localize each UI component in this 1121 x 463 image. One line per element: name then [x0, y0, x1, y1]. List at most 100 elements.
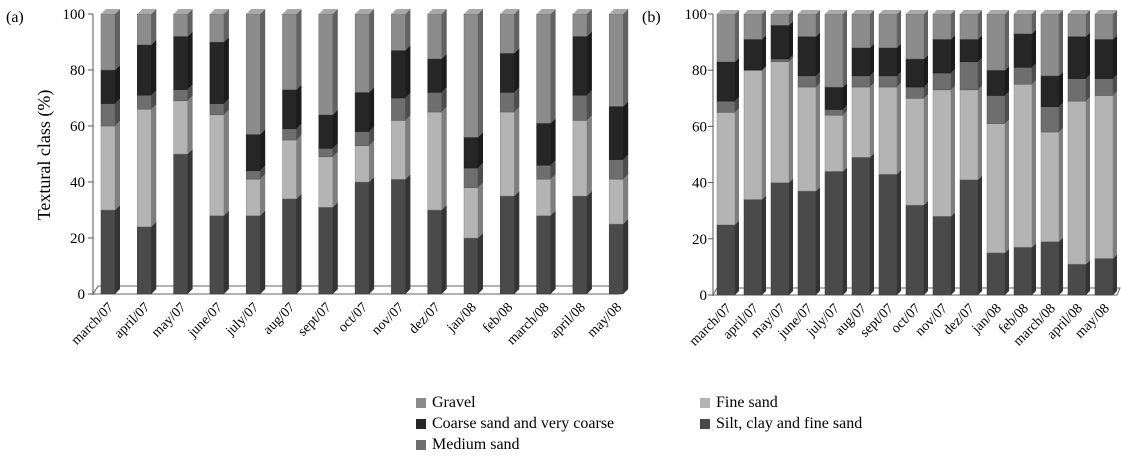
bar-stack	[770, 10, 793, 296]
bar-top-cap	[173, 9, 193, 14]
x-tick-label: april/07	[112, 300, 153, 341]
bar-segment-fine-sand-side	[1032, 80, 1036, 248]
bar-segment-medium-sand-side	[514, 87, 520, 112]
x-tick-label: aug/07	[261, 300, 299, 338]
bar-segment-fine-sand	[1040, 131, 1060, 242]
bar-top-cap	[137, 9, 157, 14]
legend-label: Fine sand	[716, 394, 778, 411]
legend-swatch-fine-sand	[700, 397, 710, 408]
bar-stack	[500, 9, 520, 295]
bar-segment-silt-clay-and-fine-sand-side	[441, 205, 447, 294]
bar-segment-coarse-sand-and-very-coarse	[245, 134, 261, 172]
bar-segment-medium-sand	[1013, 67, 1033, 85]
bar-segment-silt-clay-and-fine-sand	[500, 195, 515, 295]
bar-segment-coarse-sand-and-very-coarse-side	[897, 43, 901, 76]
bar-segment-silt-clay-and-fine-sand	[797, 190, 817, 296]
bar-segment-silt-clay-and-fine-sand-side	[951, 212, 955, 295]
bar-top-cap	[798, 10, 820, 14]
chart-floor	[712, 287, 1121, 296]
bar-segment-silt-clay-and-fine-sand	[391, 178, 406, 295]
bar-segment-fine-sand-side	[369, 140, 375, 182]
bar-segment-gravel-side	[332, 9, 338, 115]
bar-segment-medium-sand	[905, 86, 925, 99]
bar-segment-gravel-side	[405, 9, 411, 51]
bar-segment-gravel-side	[369, 9, 375, 93]
bar-segment-coarse-sand-and-very-coarse	[878, 47, 898, 77]
bar-top-cap	[246, 9, 266, 14]
bar-segment-fine-sand	[959, 89, 979, 181]
x-tick-label: sept/07	[295, 300, 334, 339]
bar-segment-coarse-sand-and-very-coarse	[1067, 36, 1087, 79]
bar-segment-coarse-sand-and-very-coarse-side	[762, 35, 766, 71]
panel-a: (a) Textural class (%) 0 20 40 60 80 100 march…	[6, 7, 629, 348]
bar-stack	[1040, 10, 1063, 296]
bar-segment-coarse-sand-and-very-coarse	[536, 122, 551, 166]
bar-segment-medium-sand-side	[187, 84, 193, 101]
bar-segment-fine-sand-side	[223, 109, 229, 216]
bar-segment-coarse-sand-and-very-coarse-side	[405, 45, 411, 98]
bar-segment-medium-sand	[137, 94, 152, 110]
bar-segment-fine-sand	[318, 156, 334, 208]
bar-segment-medium-sand-side	[951, 69, 955, 90]
bar-stack	[716, 10, 739, 296]
bar-segment-coarse-sand-and-very-coarse	[770, 24, 790, 60]
bar-top-cap	[101, 9, 120, 14]
bar-segment-coarse-sand-and-very-coarse	[282, 89, 297, 130]
bar-segment-medium-sand	[209, 103, 225, 116]
bar-segment-silt-clay-and-fine-sand	[986, 252, 1006, 296]
bar-segment-silt-clay-and-fine-sand	[245, 215, 261, 295]
bar-top-cap	[1068, 10, 1090, 14]
bar-stack	[797, 10, 820, 296]
bar-segment-medium-sand	[716, 100, 736, 113]
bar-segment-coarse-sand-and-very-coarse-side	[514, 48, 520, 93]
x-tick-label: dez/07	[941, 301, 978, 338]
y-tick-label: 40	[70, 175, 85, 191]
bar-segment-coarse-sand-and-very-coarse	[1013, 33, 1033, 68]
panel-b: (b) 020406080100march/07april/07may/07ju…	[642, 7, 1121, 349]
bar-segment-fine-sand	[986, 123, 1006, 254]
bar-segment-fine-sand	[572, 120, 588, 197]
bar-stack	[137, 9, 157, 295]
bar-segment-gravel-side	[223, 9, 229, 42]
bar-segment-gravel-side	[924, 10, 928, 59]
legend-swatch-coarse-sand	[416, 418, 426, 429]
bar-segment-fine-sand	[743, 69, 763, 200]
bar-segment-coarse-sand-and-very-coarse	[932, 39, 952, 74]
y-tick-label: 100	[685, 7, 708, 23]
bar-segment-medium-sand	[824, 109, 844, 116]
bar-segment-silt-clay-and-fine-sand	[1040, 241, 1060, 296]
bar-top-cap	[771, 10, 793, 14]
y-tick-label: 20	[70, 231, 85, 247]
bar-segment-gravel-side	[816, 10, 820, 37]
bar-segment-coarse-sand-and-very-coarse	[851, 47, 871, 77]
bar-segment-fine-sand	[282, 139, 297, 200]
bar-segment-fine-sand-side	[623, 174, 629, 224]
bar-segment-gravel-side	[897, 10, 901, 48]
bar-segment-coarse-sand-and-very-coarse	[354, 92, 370, 132]
bar-segment-silt-clay-and-fine-sand-side	[1086, 260, 1090, 295]
bar-top-cap	[987, 10, 1009, 14]
bar-segment-coarse-sand-and-very-coarse	[1094, 39, 1114, 79]
bar-segment-gravel-side	[187, 9, 193, 37]
bar-segment-medium-sand	[851, 75, 871, 88]
bar-segment-coarse-sand-and-very-coarse-side	[478, 132, 483, 168]
bar-segment-medium-sand	[463, 167, 479, 188]
bar-segment-silt-clay-and-fine-sand-side	[843, 167, 847, 295]
bar-segment-silt-clay-and-fine-sand	[743, 199, 763, 296]
bar-segment-silt-clay-and-fine-sand-side	[1059, 237, 1063, 295]
bar-stack	[743, 10, 766, 296]
bar-segment-silt-clay-and-fine-sand-side	[1113, 254, 1117, 295]
bar-segment-coarse-sand-and-very-coarse	[824, 86, 844, 110]
bar-segment-silt-clay-and-fine-sand-side	[187, 149, 193, 294]
legend-item-coarse-sand: Coarse sand and very coarse	[416, 413, 614, 434]
bar-segment-medium-sand-side	[1113, 74, 1117, 96]
bar-segment-silt-clay-and-fine-sand	[716, 224, 736, 296]
bar-segment-medium-sand	[500, 92, 515, 113]
bar-segment-coarse-sand-and-very-coarse	[1040, 75, 1060, 107]
bar-stack	[905, 10, 928, 296]
bar-segment-medium-sand	[770, 58, 790, 63]
bar-segment-coarse-sand-and-very-coarse-side	[951, 35, 955, 74]
bar-segment-gravel	[427, 13, 442, 60]
bar-segment-gravel-side	[843, 10, 847, 88]
bar-segment-silt-clay-and-fine-sand-side	[762, 195, 766, 295]
